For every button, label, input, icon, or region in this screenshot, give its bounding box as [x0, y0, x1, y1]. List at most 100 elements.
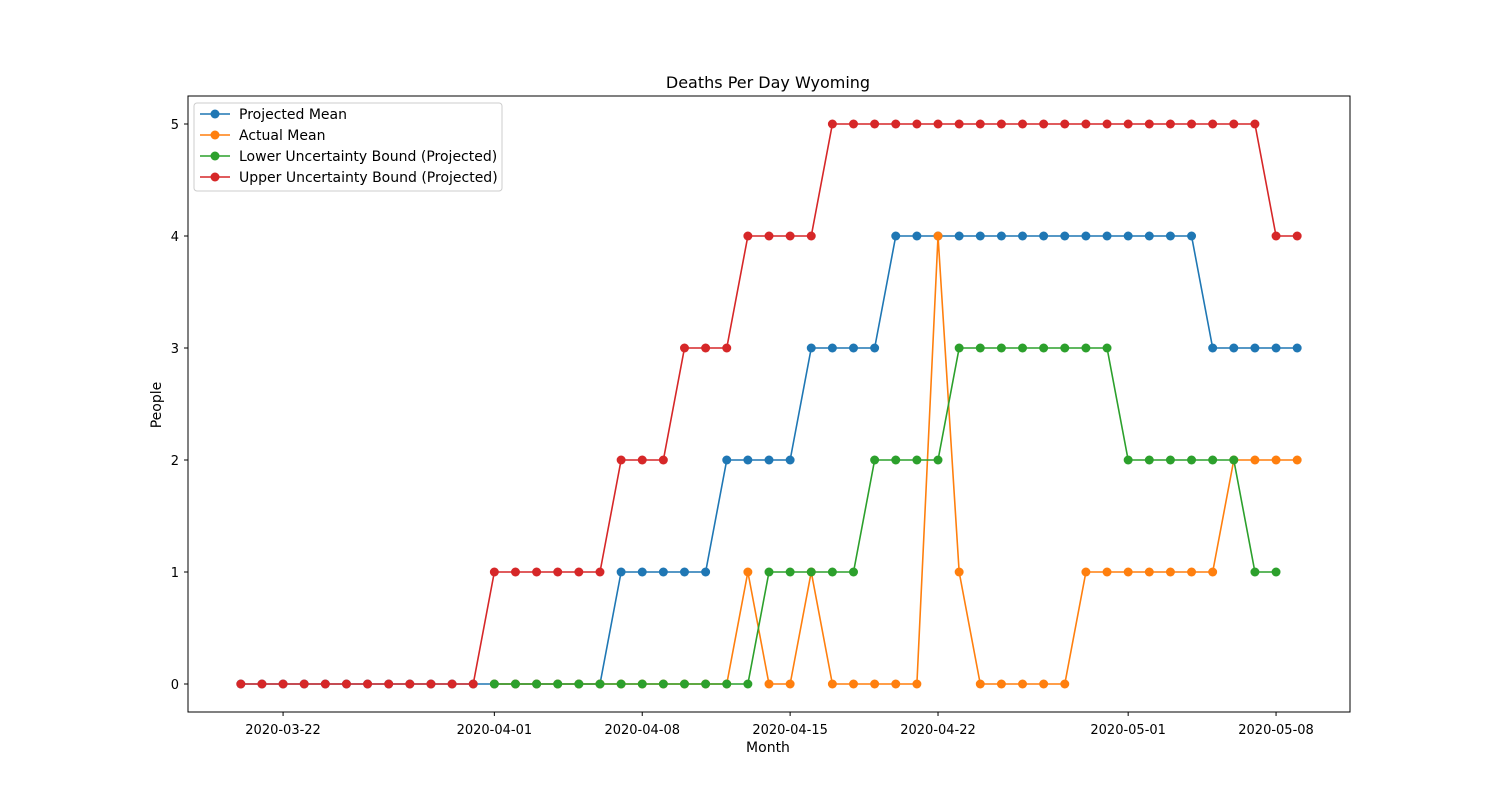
data-point	[827, 567, 837, 577]
data-point	[1039, 231, 1049, 241]
data-point	[1060, 231, 1070, 241]
legend-item-actual-mean: Actual Mean	[200, 128, 325, 144]
data-point	[1208, 119, 1218, 129]
data-point	[1081, 567, 1091, 577]
data-point	[1144, 455, 1154, 465]
data-point	[996, 679, 1006, 689]
legend-frame	[193, 102, 503, 192]
data-point	[1187, 567, 1197, 577]
data-point	[1187, 455, 1197, 465]
legend-label: Projected Mean	[239, 107, 347, 123]
legend-swatch-marker	[210, 109, 220, 119]
series-upper-uncertainty-bound-projected	[236, 119, 1302, 689]
data-point	[236, 679, 246, 689]
y-tick-label: 2	[171, 454, 179, 469]
data-point	[1060, 119, 1070, 129]
data-point	[595, 567, 605, 577]
series-line-lower-uncertainty-bound-projected	[494, 347, 1277, 685]
data-point	[637, 679, 647, 689]
data-point	[468, 679, 478, 689]
data-point	[1060, 679, 1070, 689]
y-tick-label: 4	[171, 230, 179, 245]
data-point	[1123, 231, 1133, 241]
y-axis-title: People	[149, 382, 165, 429]
data-point	[1250, 119, 1260, 129]
legend: Projected Mean Actual Mean Lower Uncertain…	[193, 102, 503, 192]
x-tick-label: 2020-05-01	[1090, 723, 1166, 738]
data-point	[679, 567, 689, 577]
data-point	[933, 231, 943, 241]
data-point	[891, 455, 901, 465]
data-point	[954, 343, 964, 353]
data-point	[489, 679, 499, 689]
data-point	[764, 455, 774, 465]
data-point	[679, 679, 689, 689]
data-point	[658, 679, 668, 689]
data-point	[1165, 119, 1175, 129]
data-point	[764, 231, 774, 241]
data-point	[954, 119, 964, 129]
legend-swatch-marker	[210, 151, 220, 161]
plot-area-frame	[187, 95, 1351, 713]
data-point	[553, 679, 563, 689]
data-point	[912, 119, 922, 129]
x-tick-label: 2020-03-22	[245, 723, 321, 738]
data-point	[1250, 455, 1260, 465]
data-point	[1208, 567, 1218, 577]
data-point	[1165, 231, 1175, 241]
x-tick-label: 2020-04-15	[752, 723, 828, 738]
data-point	[870, 679, 880, 689]
data-point	[912, 679, 922, 689]
data-point	[849, 119, 859, 129]
data-point	[870, 455, 880, 465]
data-point	[1229, 455, 1239, 465]
data-point	[1039, 679, 1049, 689]
data-point	[827, 679, 837, 689]
data-point	[574, 567, 584, 577]
axes-layer: 0 1 2 3 4 5 2020-03-22 2020-04-01 2020-04-08 2020…	[171, 118, 1314, 738]
data-point	[806, 231, 816, 241]
data-point	[785, 567, 795, 577]
data-point	[1039, 119, 1049, 129]
data-point	[1144, 119, 1154, 129]
data-point	[722, 455, 732, 465]
data-point	[891, 119, 901, 129]
legend-label: Actual Mean	[239, 128, 325, 144]
data-point	[1018, 679, 1028, 689]
data-point	[447, 679, 457, 689]
chart-title: Deaths Per Day Wyoming	[666, 73, 870, 92]
y-tick-label: 5	[171, 118, 179, 133]
data-point	[743, 455, 753, 465]
data-point	[891, 679, 901, 689]
data-point	[1018, 343, 1028, 353]
data-point	[996, 343, 1006, 353]
data-point	[1165, 455, 1175, 465]
data-point	[1123, 455, 1133, 465]
data-point	[510, 567, 520, 577]
data-point	[532, 567, 542, 577]
data-point	[1039, 343, 1049, 353]
legend-item-projected-mean: Projected Mean	[200, 107, 347, 123]
data-point	[1081, 343, 1091, 353]
data-point	[1292, 231, 1302, 241]
data-point	[954, 567, 964, 577]
data-point	[1271, 567, 1281, 577]
data-point	[1102, 119, 1112, 129]
data-point	[637, 455, 647, 465]
x-tick-label: 2020-04-22	[900, 723, 976, 738]
legend-label: Upper Uncertainty Bound (Projected)	[239, 170, 498, 186]
data-point	[658, 567, 668, 577]
data-point	[743, 231, 753, 241]
legend-swatch-marker	[210, 172, 220, 182]
data-point	[849, 567, 859, 577]
data-point	[933, 119, 943, 129]
data-point	[785, 679, 795, 689]
data-point	[1208, 455, 1218, 465]
x-axis-title: Month	[746, 740, 790, 756]
data-point	[1271, 455, 1281, 465]
data-point	[1060, 343, 1070, 353]
data-point	[891, 231, 901, 241]
data-point	[1292, 455, 1302, 465]
data-point	[912, 231, 922, 241]
data-point	[363, 679, 373, 689]
